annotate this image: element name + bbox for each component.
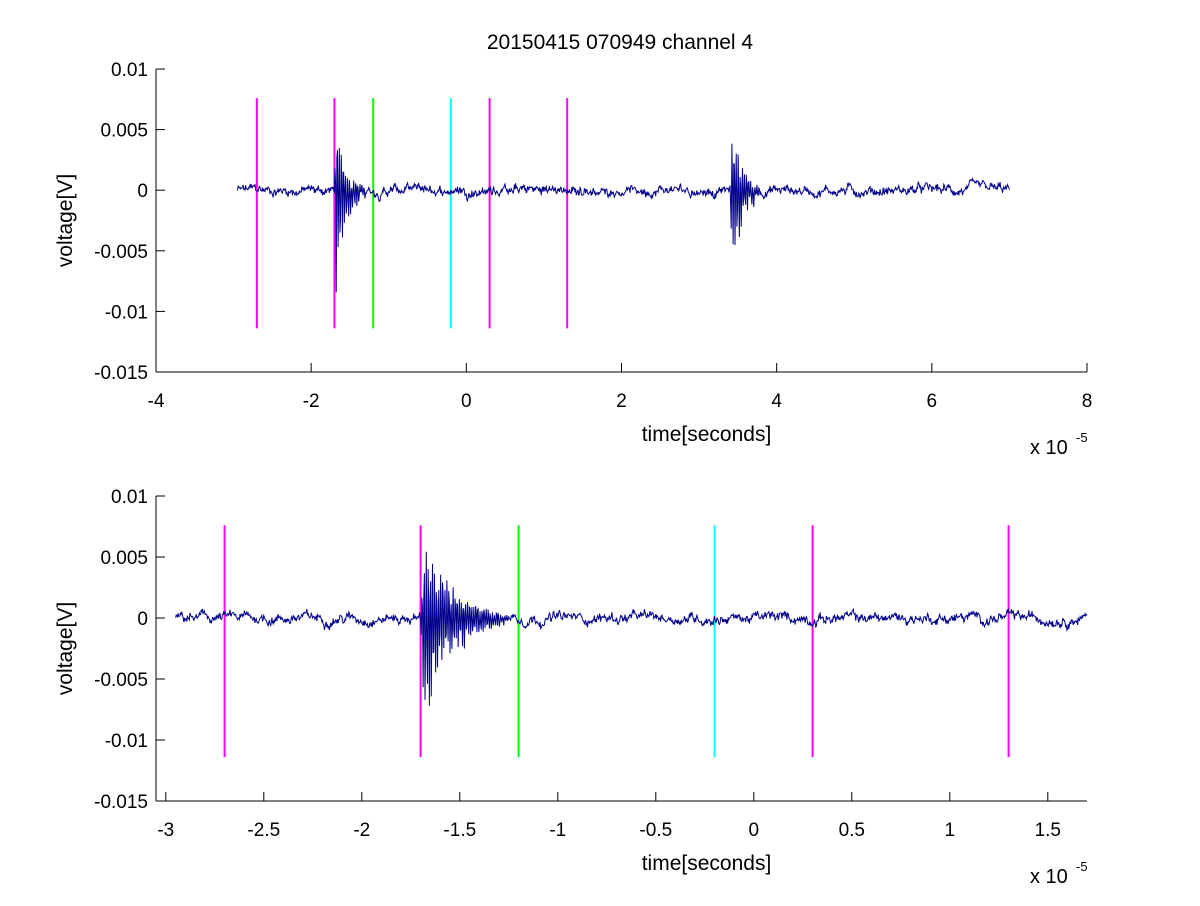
x-axis-label: time[seconds] [642, 852, 772, 875]
y-tick-label: 0.01 [111, 487, 148, 508]
x-tick-label: 1.5 [1035, 820, 1061, 841]
signal-trace [236, 143, 1010, 293]
x-tick-label: 2 [616, 391, 627, 412]
y-tick-label: 0.005 [100, 121, 148, 142]
x-multiplier-label: x 10 [1030, 437, 1068, 459]
y-tick-label: 0 [137, 181, 148, 202]
x-multiplier-label: x 10 [1030, 866, 1068, 888]
y-tick-label: -0.01 [105, 302, 148, 323]
y-axis-label: voltage[V] [54, 174, 77, 267]
x-tick-label: -4 [148, 391, 165, 412]
x-axis-label: time[seconds] [642, 423, 772, 446]
x-multiplier-exponent: -5 [1076, 859, 1088, 874]
x-tick-label: 8 [1082, 391, 1093, 412]
x-tick-label: -2 [353, 820, 370, 841]
top-axes: -0.015 -0.01 -0.005 0 0.005 0.01 -4 -2 0 2 4 6 8 time… [54, 60, 1092, 459]
signal-trace [175, 551, 1088, 706]
x-tick-label: -1.5 [443, 820, 476, 841]
x-tick-label: -0.5 [639, 820, 672, 841]
x-tick-label: 6 [927, 391, 938, 412]
y-tick-label: 0 [137, 609, 148, 630]
x-tick-label: -1 [549, 820, 566, 841]
y-tick-label: -0.015 [94, 363, 148, 384]
x-tick-label: -2.5 [247, 820, 280, 841]
y-tick-label: 0.005 [100, 548, 148, 569]
x-tick-label: -2 [303, 391, 320, 412]
x-tick-label: 0 [461, 391, 472, 412]
y-tick-label: -0.005 [94, 242, 148, 263]
x-tick-label: 0.5 [839, 820, 865, 841]
x-tick-label: 4 [771, 391, 782, 412]
x-tick-label: -3 [157, 820, 174, 841]
y-tick-label: -0.01 [105, 731, 148, 752]
bottom-axes: -0.015 -0.01 -0.005 0 0.005 0.01 -3 -2.5 -2 -1.5 -… [54, 487, 1088, 888]
y-tick-label: -0.015 [94, 792, 148, 813]
y-tick-label: -0.005 [94, 670, 148, 691]
y-axis-label: voltage[V] [54, 602, 77, 695]
x-tick-label: 1 [945, 820, 956, 841]
y-tick-label: 0.01 [111, 60, 148, 81]
x-multiplier-exponent: -5 [1076, 430, 1088, 445]
figure-title: 20150415 070949 channel 4 [487, 31, 754, 54]
x-tick-label: 0 [749, 820, 760, 841]
